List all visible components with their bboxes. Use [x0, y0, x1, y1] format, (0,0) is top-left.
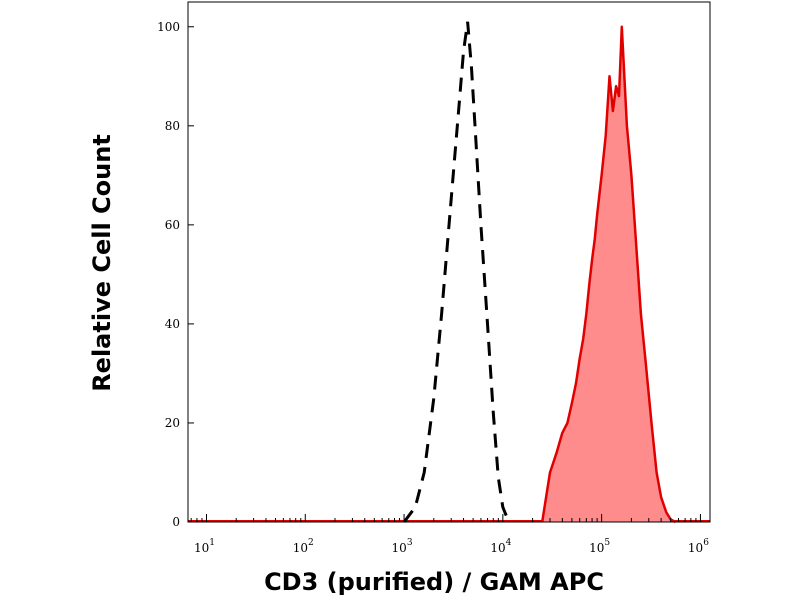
x-tick-label: 101: [194, 538, 215, 555]
y-axis-title: Relative Cell Count: [88, 134, 116, 392]
x-tick-label: 106: [688, 538, 709, 555]
x-tick-exponent: 5: [604, 538, 610, 548]
x-tick-exponent: 6: [703, 538, 709, 548]
y-tick-label: 0: [172, 515, 180, 529]
series-1-area: [542, 26, 676, 523]
x-tick-exponent: 4: [506, 538, 512, 548]
x-tick-label: 102: [293, 538, 314, 555]
x-tick-label: 105: [589, 538, 610, 555]
plot-frame: [187, 1, 711, 523]
y-tick-label: 80: [165, 119, 180, 133]
x-tick-label: 103: [392, 538, 413, 555]
y-tick-label: 20: [165, 416, 180, 430]
series-0-line: [402, 21, 511, 523]
x-tick-exponent: 1: [209, 538, 215, 548]
y-tick-label: 100: [157, 20, 180, 34]
y-tick-label: 60: [165, 218, 180, 232]
y-tick-label: 40: [165, 317, 180, 331]
x-axis-title: CD3 (purified) / GAM APC: [264, 568, 604, 596]
x-tick-exponent: 3: [407, 538, 413, 548]
series-1-line: [540, 25, 677, 524]
x-tick-label: 104: [490, 538, 511, 555]
x-tick-exponent: 2: [308, 538, 314, 548]
plot-area: [188, 21, 710, 524]
